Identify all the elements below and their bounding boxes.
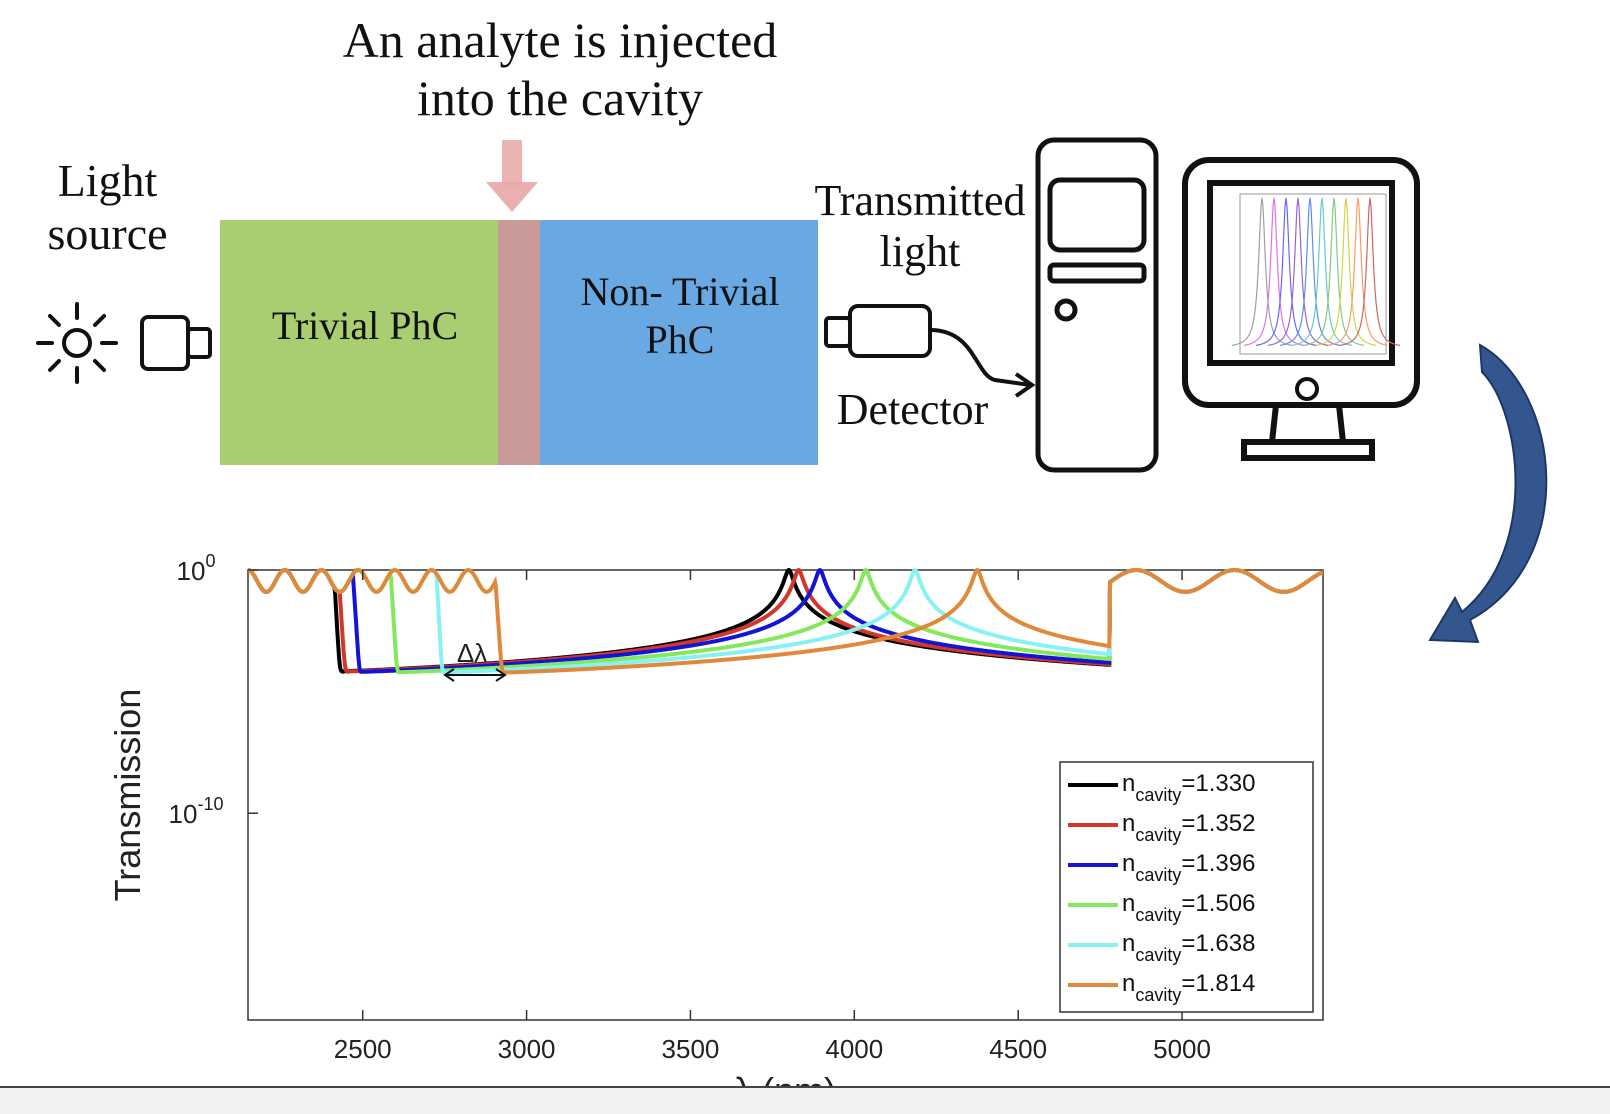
injection-arrow-icon	[486, 140, 538, 212]
detector-probe-icon	[824, 304, 1036, 398]
trivial-phc-label: Trivial PhC	[271, 303, 459, 348]
mini-plot-line	[1339, 197, 1401, 346]
x-tick-label: 4500	[989, 1034, 1047, 1064]
monitor-mini-plot	[1231, 193, 1401, 355]
delta-lambda-annotation: Δλ	[443, 638, 507, 682]
mini-plot-line	[1327, 197, 1389, 346]
mini-plot-line	[1315, 197, 1377, 346]
trivial-phc-block	[220, 220, 498, 465]
x-tick-label: 3500	[662, 1034, 720, 1064]
page-title: An analyte is injected into the cavity	[342, 12, 778, 126]
x-tick-label: 3000	[498, 1034, 556, 1064]
mini-plot-line	[1303, 197, 1365, 346]
light-source-label: Light source	[47, 155, 168, 259]
y-axis-title: Transmission	[107, 689, 148, 902]
detector-label: Detector	[836, 385, 989, 434]
nontrivial-phc-label: Non- Trivial PhC	[580, 269, 780, 362]
legend-entry: ncavity=1.638	[1122, 930, 1255, 965]
legend-entry: ncavity=1.330	[1122, 770, 1255, 805]
x-tick-label: 4000	[825, 1034, 883, 1064]
monitor-icon	[1182, 157, 1420, 461]
legend-entry: ncavity=1.396	[1122, 850, 1255, 885]
legend-entry: ncavity=1.352	[1122, 810, 1255, 845]
mini-plot-line	[1279, 197, 1341, 346]
y-tick-label: 10-10	[169, 794, 224, 829]
series-line	[248, 567, 1323, 675]
curved-arrow-icon	[1428, 343, 1548, 644]
chart-legend: ncavity=1.330 ncavity=1.352 ncavity=1.396 n…	[1059, 761, 1314, 1013]
transmitted-light-label: Transmitted light	[814, 176, 1026, 276]
mini-plot-line	[1291, 197, 1353, 346]
legend-entry: ncavity=1.506	[1122, 890, 1255, 925]
computer-tower-icon	[1035, 137, 1159, 473]
bottom-bar	[0, 1086, 1610, 1114]
mini-plot-line	[1255, 197, 1317, 346]
y-tick-label: 100	[177, 551, 216, 586]
delta-lambda-label: Δλ	[457, 638, 487, 668]
mini-plot-line	[1243, 197, 1305, 346]
nontrivial-phc-block	[540, 220, 818, 465]
sun-icon	[36, 302, 118, 384]
mini-plot-line	[1267, 197, 1329, 346]
light-emitter-icon	[140, 315, 212, 371]
cavity-block	[498, 220, 540, 465]
x-tick-label: 2500	[334, 1034, 392, 1064]
legend-entry: ncavity=1.814	[1122, 970, 1255, 1005]
x-tick-label: 5000	[1153, 1034, 1211, 1064]
mini-plot-line	[1231, 197, 1293, 346]
